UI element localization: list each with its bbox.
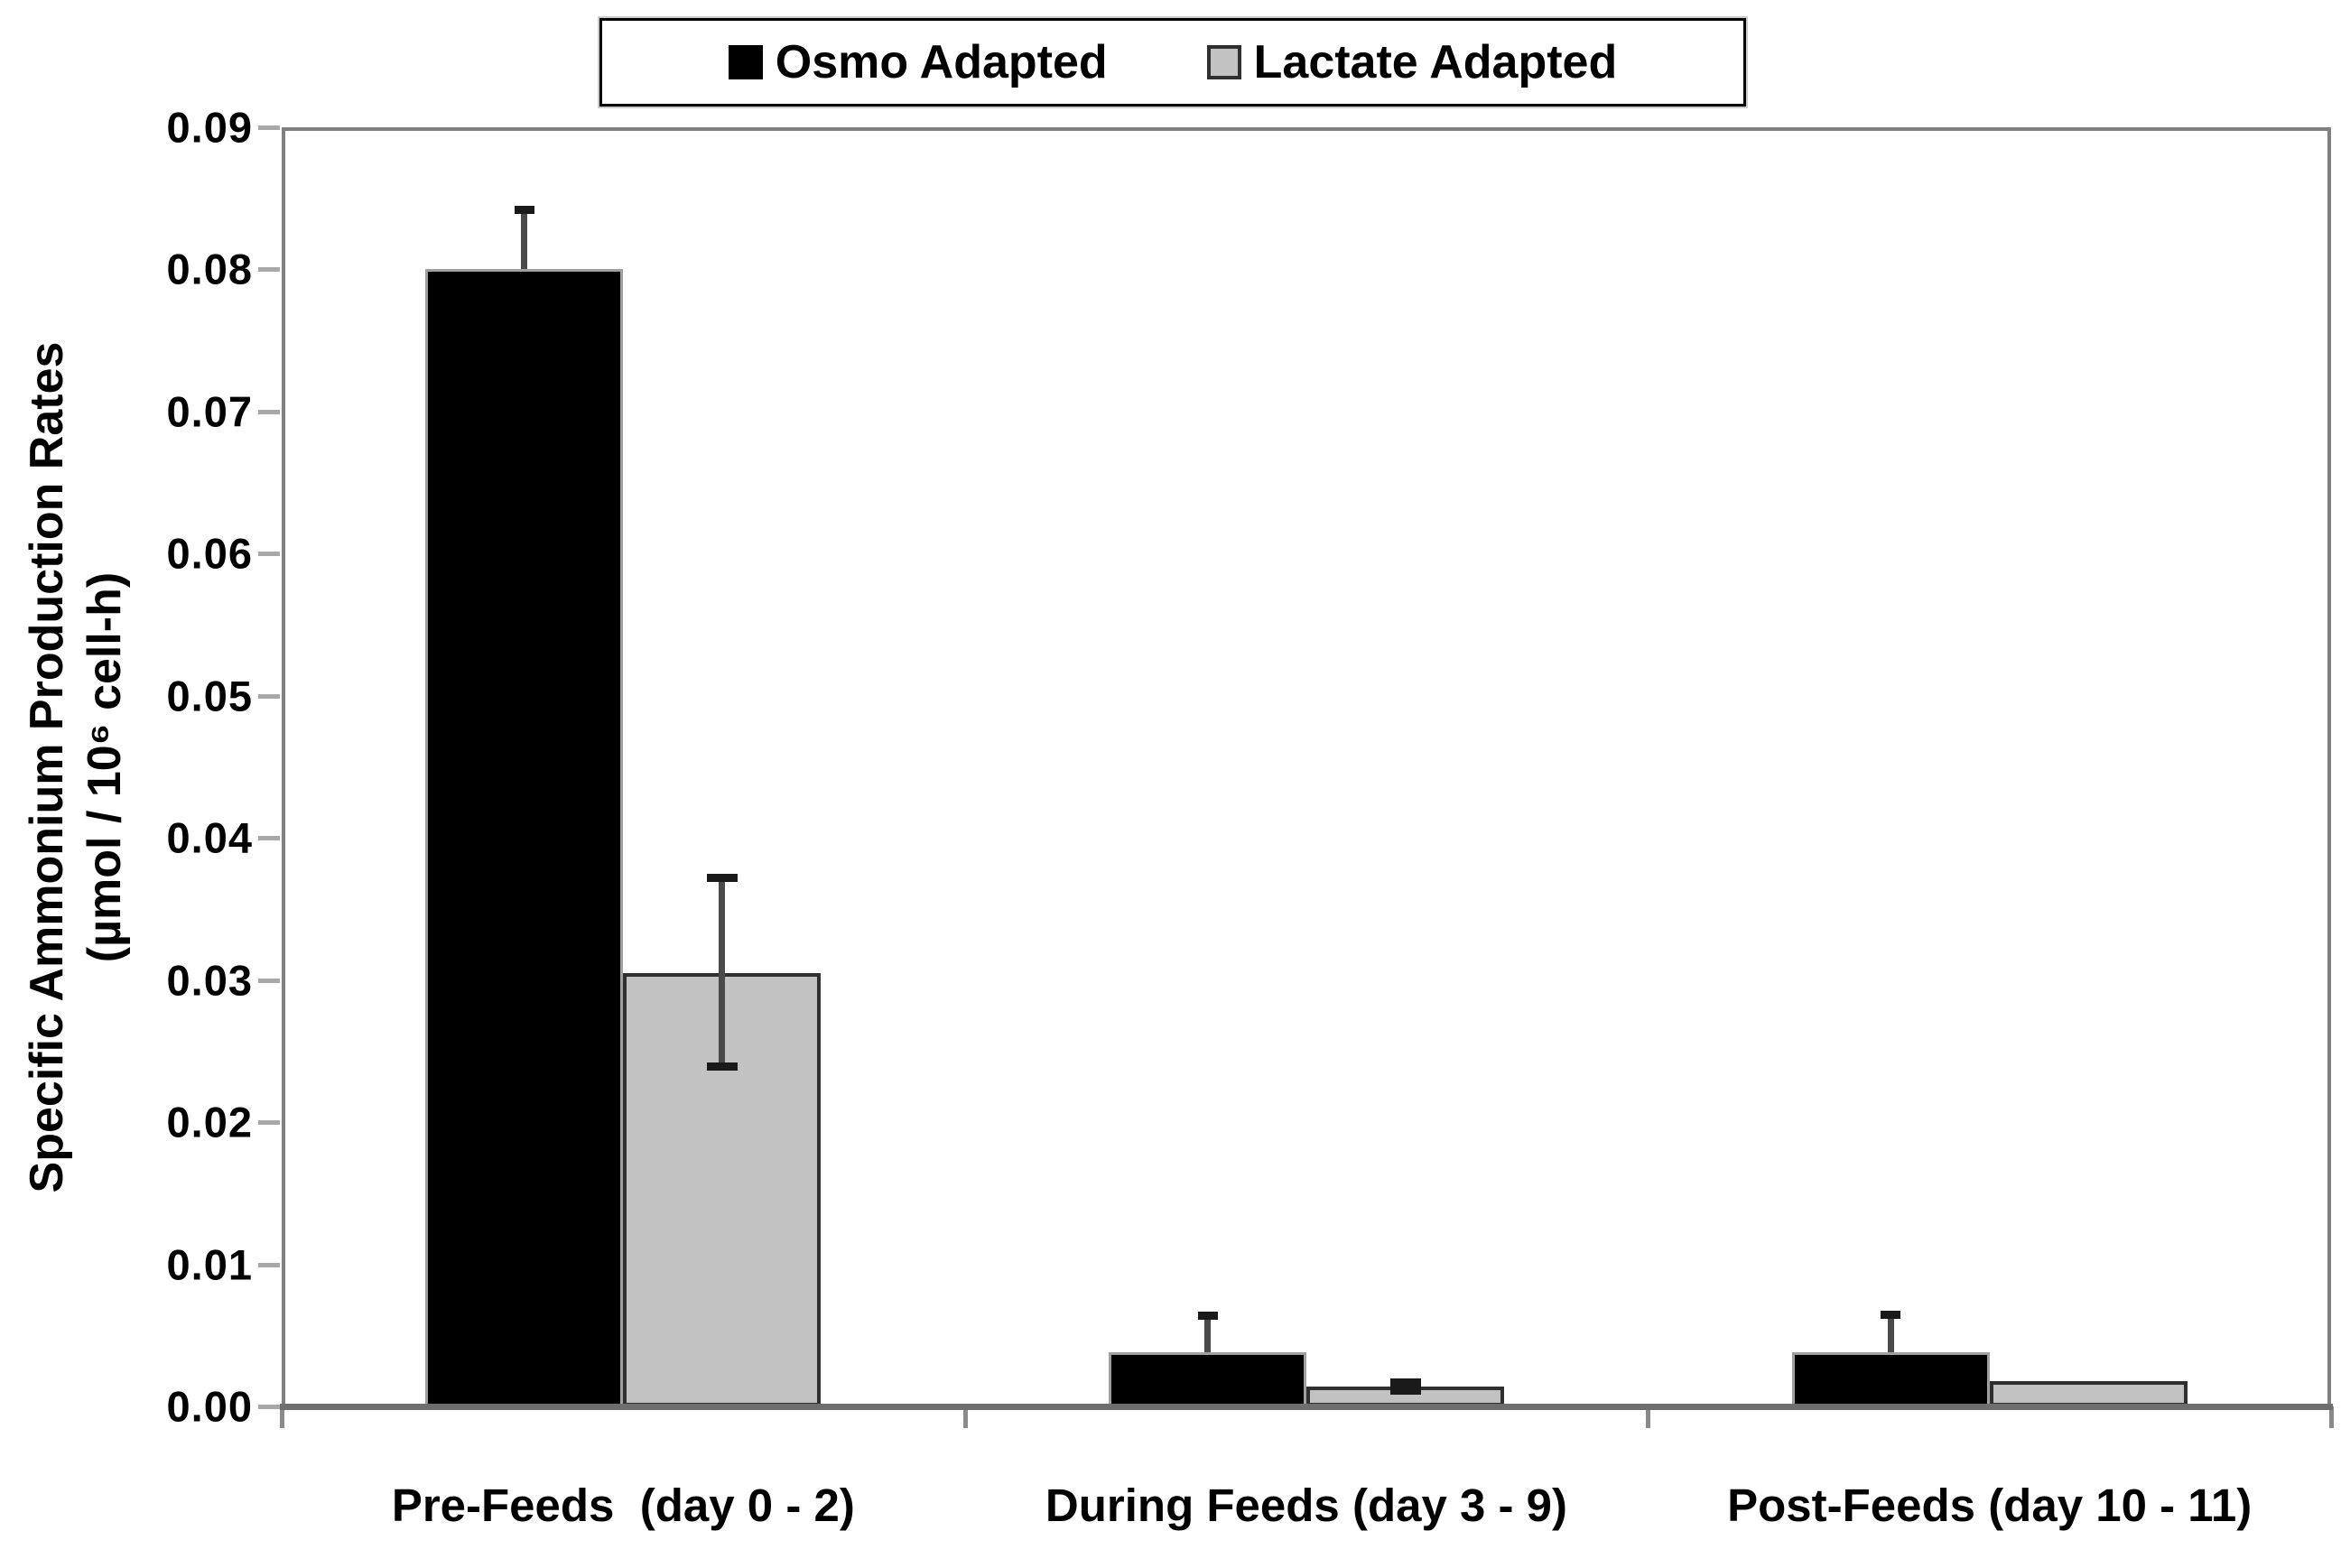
y-tick <box>258 267 280 273</box>
y-tick-label: 0.05 <box>166 672 253 720</box>
x-category-label-0: Pre-Feeds (day 0 - 2) <box>391 1480 855 1531</box>
y-axis-title: Specific Ammonium Production Rates (µmol… <box>18 342 134 1193</box>
legend-item-osmo-adapted: Osmo Adapted <box>728 35 1108 89</box>
error-bar <box>1887 1313 1894 1353</box>
plot-area <box>282 127 2331 1406</box>
error-bar <box>521 209 528 270</box>
error-bar-cap-top <box>1197 1312 1218 1321</box>
y-tick <box>258 1405 280 1409</box>
error-bar <box>1204 1315 1211 1353</box>
y-tick-label: 0.00 <box>166 1382 253 1431</box>
error-bar-cap-top <box>1881 1310 1901 1319</box>
y-tick <box>258 693 280 699</box>
y-tick-label: 0.07 <box>166 387 253 436</box>
y-tick-label: 0.03 <box>166 956 253 1005</box>
x-category-label-2: Post-Feeds (day 10 - 11) <box>1727 1480 2253 1531</box>
bar-osmo-1 <box>1109 1352 1306 1406</box>
legend: Osmo Adapted Lactate Adapted <box>599 18 1746 107</box>
y-tick-label: 0.08 <box>166 245 253 293</box>
x-axis-line <box>280 1404 2333 1410</box>
error-bar-cap-bottom <box>706 1062 738 1071</box>
y-tick <box>258 1262 280 1267</box>
legend-marker-osmo-adapted <box>728 45 763 79</box>
y-tick-label: 0.09 <box>166 103 253 152</box>
error-bar-cap-top <box>514 206 534 215</box>
legend-label-lactate-adapted: Lactate Adapted <box>1253 36 1618 88</box>
y-tick <box>258 1120 280 1126</box>
legend-marker-lactate-adapted <box>1206 45 1241 79</box>
y-tick <box>258 125 280 130</box>
x-tick <box>962 1406 968 1428</box>
bar-osmo-0 <box>425 269 624 1406</box>
y-tick <box>258 978 280 983</box>
error-bar-cap-top <box>706 874 738 883</box>
y-axis-title-line1: Specific Ammonium Production Rates <box>21 341 73 1193</box>
legend-item-lactate-adapted: Lactate Adapted <box>1206 35 1618 89</box>
error-bar-cap-top <box>1389 1378 1421 1387</box>
x-tick <box>2329 1406 2334 1428</box>
y-tick-label: 0.06 <box>166 529 253 578</box>
bar-osmo-2 <box>1791 1352 1990 1406</box>
y-tick <box>258 836 280 841</box>
x-tick <box>1646 1406 1651 1428</box>
error-bar <box>719 877 726 1067</box>
y-tick <box>258 552 280 557</box>
y-tick-label: 0.01 <box>166 1240 253 1289</box>
y-tick <box>258 409 280 414</box>
x-tick <box>280 1406 284 1428</box>
legend-label-osmo-adapted: Osmo Adapted <box>775 36 1108 88</box>
y-axis-title-line2: (µmol / 10⁶ cell-h) <box>79 571 131 963</box>
y-tick-label: 0.04 <box>166 813 253 862</box>
y-tick-label: 0.02 <box>166 1098 253 1146</box>
bar-lactate-2 <box>1989 1380 2188 1406</box>
x-category-label-1: During Feeds (day 3 - 9) <box>1045 1480 1568 1531</box>
error-bar-cap-bottom <box>1389 1386 1421 1395</box>
